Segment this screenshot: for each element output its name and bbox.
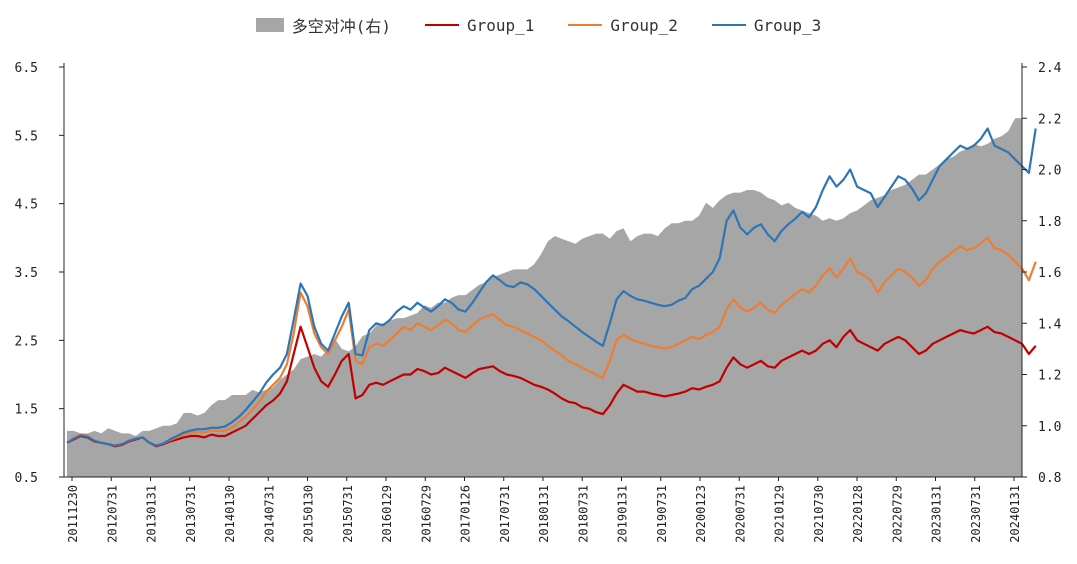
- x-tick-label: 20140130: [223, 485, 237, 543]
- y-right-tick-label: 1.6: [1038, 266, 1061, 281]
- x-tick-label: 20190131: [616, 485, 630, 543]
- legend-swatch-group-1: [424, 24, 459, 26]
- series-line-group-2: [66, 236, 1037, 447]
- x-tick-label: 20130731: [184, 485, 198, 543]
- legend-item-group-2: Group_2: [568, 15, 678, 35]
- x-tick-label: 20180731: [576, 485, 590, 543]
- y-right-tick-label: 2.4: [1038, 61, 1062, 76]
- x-tick-label: 20200731: [733, 485, 747, 543]
- legend-label-group-3: Group_3: [753, 15, 822, 35]
- y-left-tick-label: 1.5: [15, 403, 38, 418]
- y-right-tick-label: 1.0: [1038, 420, 1061, 435]
- y-left-tick-label: 2.5: [15, 334, 38, 349]
- legend-swatch-group-2: [568, 24, 603, 26]
- legend-swatch-hedge: [255, 18, 284, 32]
- x-tick-label: 20130131: [145, 485, 159, 543]
- x-tick-label: 20210730: [812, 485, 826, 543]
- x-tick-label: 20200123: [694, 485, 708, 543]
- y-right-tick-label: 1.8: [1038, 215, 1061, 230]
- y-right-tick-label: 1.2: [1038, 369, 1061, 384]
- legend-label-group-2: Group_2: [610, 15, 678, 35]
- legend-label-hedge: 多空对冲(右): [291, 17, 391, 36]
- x-tick-label: 20140731: [262, 485, 276, 543]
- x-tick-label: 20170126: [459, 485, 473, 543]
- legend-label-group-1: Group_1: [466, 15, 535, 35]
- legend-item-group-3: Group_3: [711, 15, 822, 35]
- x-tick-label: 20160129: [380, 485, 394, 543]
- series-lines-layer: [66, 127, 1037, 448]
- x-tick-label: 20180131: [537, 485, 551, 543]
- x-tick-label: 20170731: [498, 485, 512, 543]
- x-tick-label: 20150130: [302, 485, 316, 543]
- series-line-group-3: [66, 127, 1037, 447]
- y-left-tick-label: 6.5: [15, 61, 38, 76]
- x-tick-label: 20230731: [969, 485, 983, 543]
- x-tick-label: 20111230: [66, 485, 80, 543]
- x-tick-label: 20150731: [341, 485, 355, 543]
- x-tick-label: 20220729: [890, 485, 904, 543]
- y-left-tick-label: 4.5: [15, 198, 38, 213]
- x-tick-label: 20190731: [655, 485, 669, 543]
- y-right-tick-label: 0.8: [1038, 471, 1061, 486]
- series-line-group-1: [66, 325, 1037, 448]
- y-right-tick-label: 1.4: [1038, 317, 1062, 332]
- legend-swatch-group-3: [711, 24, 746, 26]
- legend-item-hedge: 多空对冲(右): [255, 13, 391, 37]
- axes-layer: 6.5 5.5 4.5 3.5 2.5 1.5 0.5 2.4 2.2 2.0 1.8 1.6 1.4 1…: [15, 61, 1062, 543]
- y-left-tick-label: 5.5: [15, 129, 38, 144]
- y-right-tick-label: 2.0: [1038, 164, 1061, 179]
- series-area-hedge: [67, 118, 1022, 477]
- hedge-area-layer: [67, 118, 1022, 477]
- y-right-tick-label: 2.2: [1038, 112, 1061, 127]
- x-tick-label: 20230131: [930, 485, 944, 543]
- y-left-tick-label: 3.5: [15, 266, 38, 281]
- x-tick-label: 20240131: [1008, 485, 1022, 543]
- y-left-tick-label: 0.5: [15, 471, 38, 486]
- legend: 多空对冲(右) Group_1 Group_2 Group_3: [0, 12, 1077, 38]
- x-tick-label: 20210129: [773, 485, 787, 543]
- legend-item-group-1: Group_1: [424, 15, 535, 35]
- x-tick-label: 20120731: [105, 485, 119, 543]
- x-tick-label: 20220128: [851, 485, 865, 543]
- x-tick-label: 20160729: [419, 485, 433, 543]
